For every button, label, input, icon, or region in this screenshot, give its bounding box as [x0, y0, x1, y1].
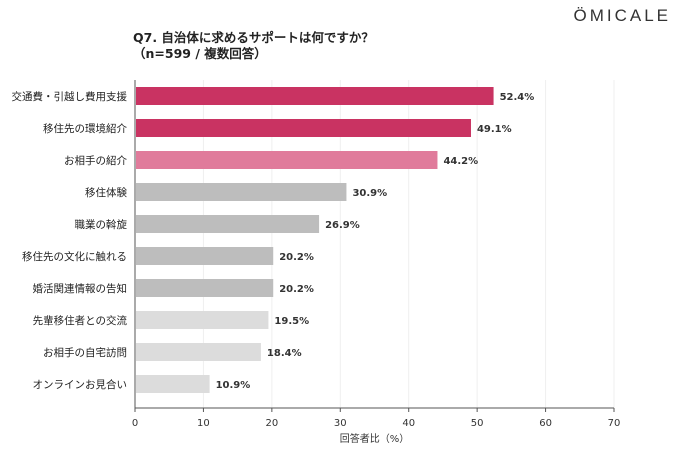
category-label: 婚活関連情報の告知: [33, 282, 128, 295]
bar: [136, 247, 274, 265]
category-label: お相手の紹介: [64, 154, 127, 167]
category-label: 先輩移住者との交流: [33, 314, 128, 327]
x-tick-label: 30: [334, 418, 347, 429]
brand-logo: ÖMICALE: [573, 6, 671, 25]
data-label: 19.5%: [274, 316, 309, 327]
data-label: 20.2%: [279, 284, 314, 295]
x-tick-label: 10: [197, 418, 210, 429]
chart-subtitle: （n=599 / 複数回答）: [133, 46, 267, 61]
bar: [136, 375, 210, 393]
category-label: 移住体験: [85, 186, 127, 199]
category-label: 移住先の文化に触れる: [22, 250, 127, 263]
chart-title-block: Q7. 自治体に求めるサポートは何ですか？ （n=599 / 複数回答）: [133, 30, 374, 62]
bar: [136, 119, 471, 137]
bar: [136, 151, 438, 169]
bar: [136, 183, 347, 201]
x-tick-label: 60: [539, 418, 552, 429]
data-label: 18.4%: [267, 348, 302, 359]
data-label: 20.2%: [279, 252, 314, 263]
x-tick-label: 20: [265, 418, 278, 429]
data-label: 44.2%: [443, 156, 478, 167]
x-axis-label: 回答者比（%）: [340, 432, 410, 445]
category-label: オンラインお見合い: [33, 378, 128, 391]
data-label: 49.1%: [477, 124, 512, 135]
category-label: お相手の自宅訪問: [43, 346, 127, 359]
data-label: 30.9%: [352, 188, 387, 199]
x-tick-label: 50: [471, 418, 484, 429]
category-label: 交通費・引越し費用支援: [12, 90, 128, 103]
bar: [136, 87, 494, 105]
x-tick-label: 0: [132, 418, 138, 429]
bar: [136, 279, 274, 297]
data-label: 10.9%: [216, 380, 251, 391]
data-label: 26.9%: [325, 220, 360, 231]
x-tick-label: 40: [402, 418, 415, 429]
category-label: 移住先の環境紹介: [43, 122, 127, 135]
bar: [136, 343, 261, 361]
chart-title: Q7. 自治体に求めるサポートは何ですか？: [133, 30, 374, 45]
x-tick-label: 70: [608, 418, 621, 429]
data-label: 52.4%: [500, 92, 535, 103]
bar: [136, 311, 269, 329]
category-label: 職業の斡旋: [75, 218, 128, 231]
bar: [136, 215, 320, 233]
